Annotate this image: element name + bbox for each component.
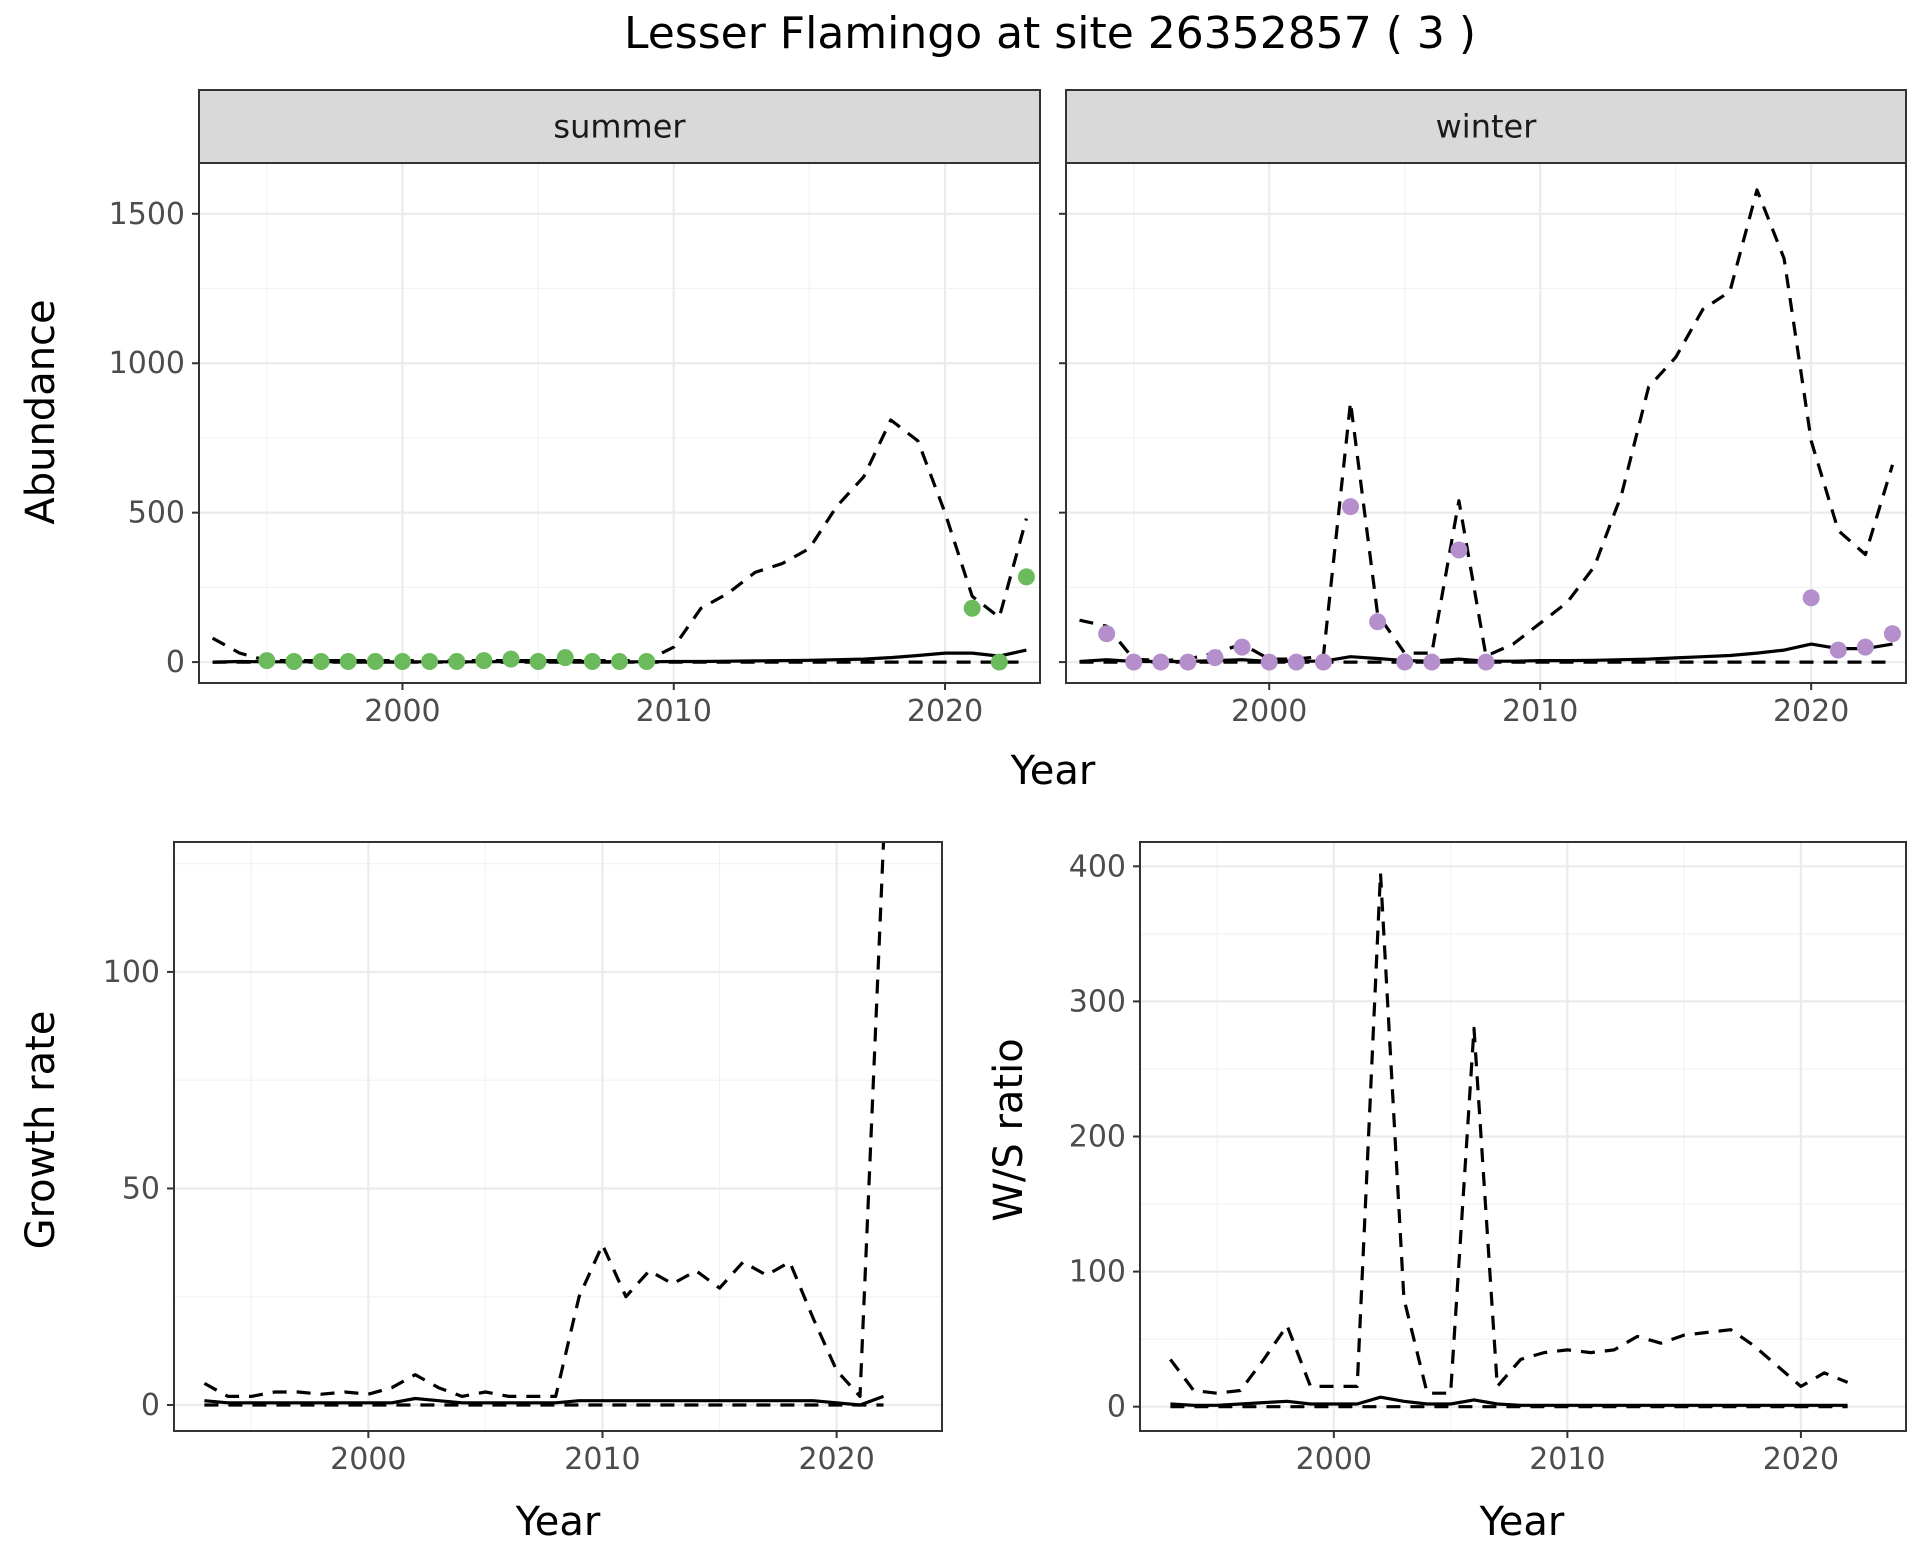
facet-strip	[198, 89, 1041, 164]
data-point	[1396, 653, 1414, 671]
data-point	[1450, 541, 1468, 559]
y-tick-label: 100	[1069, 1255, 1126, 1290]
data-point	[1152, 653, 1170, 671]
y-tick-label: 500	[128, 496, 185, 531]
data-point	[312, 652, 330, 670]
facet-label: winter	[1436, 108, 1538, 146]
panel-background	[1066, 163, 1906, 683]
data-point	[285, 652, 303, 670]
x-tick-label: 2010	[636, 694, 712, 729]
data-point	[1314, 653, 1332, 671]
x-tick-label: 2020	[1763, 1442, 1839, 1477]
data-point	[475, 652, 493, 670]
y-axis-title: Growth rate	[18, 1011, 64, 1250]
panel-plot-2: 2000 2010 2020 0 50 100	[103, 841, 943, 1477]
facet-strip	[1065, 89, 1907, 164]
panel-background	[199, 163, 1040, 683]
data-point	[1856, 638, 1874, 656]
data-point	[1829, 641, 1847, 659]
x-tick-label: 2010	[1529, 1442, 1605, 1477]
x-axis-title: Year	[1010, 748, 1096, 794]
data-point	[502, 650, 520, 668]
data-point	[1477, 653, 1495, 671]
data-point	[583, 652, 601, 670]
data-point	[421, 652, 439, 670]
x-tick-label: 2000	[1231, 694, 1307, 729]
data-point	[963, 599, 981, 617]
x-axis-title: Year	[515, 1499, 601, 1545]
data-point	[529, 652, 547, 670]
data-point	[1342, 498, 1360, 516]
y-tick-label: 0	[166, 645, 185, 680]
panel-border	[173, 841, 943, 1432]
data-point	[1260, 653, 1278, 671]
data-point	[1179, 653, 1197, 671]
y-tick-label: 200	[1069, 1120, 1126, 1155]
panel-background	[174, 842, 942, 1431]
y-axis-title: W/S ratio	[986, 1038, 1032, 1221]
data-point	[1125, 653, 1143, 671]
x-tick-label: 2020	[1773, 694, 1849, 729]
data-point	[1233, 638, 1251, 656]
data-point	[1369, 613, 1387, 631]
data-point	[1017, 568, 1035, 586]
solid-series-line	[204, 1394, 885, 1407]
data-point	[366, 652, 384, 670]
chart-title: Lesser Flamingo at site 26352857 ( 3 )	[624, 8, 1476, 59]
y-axis-title: Abundance	[18, 299, 64, 524]
x-tick-label: 2020	[798, 1442, 874, 1477]
x-tick-label: 2010	[564, 1442, 640, 1477]
data-point	[448, 652, 466, 670]
x-tick-label: 2000	[1296, 1442, 1372, 1477]
data-point	[1098, 625, 1116, 643]
data-point	[1423, 653, 1441, 671]
x-tick-label: 2000	[364, 694, 440, 729]
data-point	[1883, 625, 1901, 643]
data-point	[990, 653, 1008, 671]
y-tick-label: 400	[1069, 849, 1126, 884]
data-point	[1287, 653, 1305, 671]
x-axis-title: Year	[1479, 1499, 1565, 1545]
x-tick-label: 2000	[330, 1442, 406, 1477]
facet-label: summer	[553, 108, 686, 146]
data-point	[1206, 649, 1224, 667]
y-tick-label: 1500	[109, 197, 185, 232]
y-tick-label: 1000	[109, 346, 185, 381]
panel-plot-3: 2000 2010 2020 0 100 200 300 400	[1069, 841, 1907, 1477]
data-point	[393, 652, 411, 670]
data-point	[611, 652, 628, 670]
x-tick-label: 2020	[907, 694, 983, 729]
panel-summer: 2000 2010 2020 0 500 1000 1500 summer	[109, 89, 1041, 729]
data-point	[1802, 589, 1820, 607]
y-tick-label: 0	[1107, 1390, 1126, 1425]
data-point	[258, 652, 276, 670]
y-tick-label: 100	[103, 955, 160, 990]
y-tick-label: 300	[1069, 984, 1126, 1019]
panel-winter: 2000 2010 2020 winter	[1059, 89, 1907, 729]
data-point	[339, 652, 357, 670]
data-point	[556, 649, 574, 667]
data-point	[638, 652, 656, 670]
y-tick-label: 50	[122, 1171, 160, 1206]
y-tick-label: 0	[141, 1388, 160, 1423]
x-tick-label: 2010	[1502, 694, 1578, 729]
